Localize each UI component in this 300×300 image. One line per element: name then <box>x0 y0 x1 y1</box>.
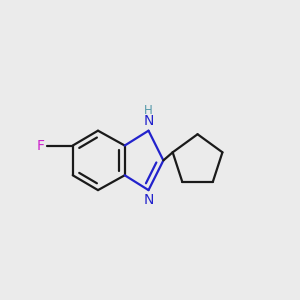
Text: F: F <box>37 139 45 152</box>
Text: N: N <box>143 114 154 128</box>
Text: H: H <box>144 104 153 117</box>
Text: N: N <box>143 193 154 206</box>
